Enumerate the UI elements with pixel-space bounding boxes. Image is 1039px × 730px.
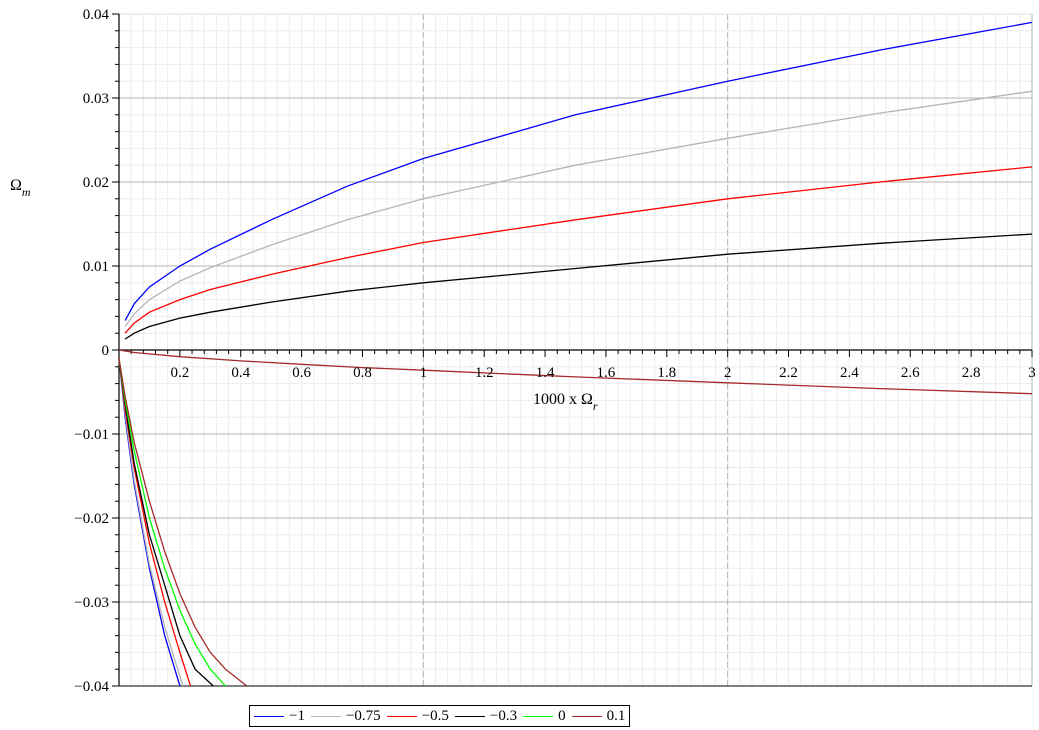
- legend-swatch: [571, 715, 602, 717]
- legend-item: 0.1: [571, 707, 626, 725]
- series-line-upper: [124, 233, 1033, 340]
- y-tick-label: 0.01: [83, 259, 109, 275]
- legend-item: −0.75: [310, 707, 381, 725]
- x-tick-label: 1: [420, 365, 428, 381]
- y-tick-label: 0.03: [83, 91, 109, 107]
- legend-label: 0.1: [606, 707, 626, 724]
- y-tick-label: 0.04: [83, 7, 110, 23]
- legend-label: −0.75: [345, 707, 381, 724]
- x-tick-label: 0.4: [231, 365, 250, 381]
- legend-item: −0.5: [386, 707, 449, 725]
- series-line-upper: [124, 90, 1033, 327]
- series-line-lower: [118, 358, 214, 687]
- x-tick-label: 2: [724, 365, 732, 381]
- legend-swatch: [454, 715, 485, 717]
- legend-label: −1: [289, 707, 305, 724]
- y-axis-label-subscript: m: [22, 185, 31, 199]
- series-line-lower: [118, 358, 226, 687]
- legend-swatch: [386, 715, 417, 717]
- x-tick-label: 1.6: [597, 365, 616, 381]
- series-line-upper: [124, 21, 1033, 321]
- legend-label: 0: [558, 707, 566, 724]
- legend-item: 0: [523, 708, 566, 725]
- legend-label: −0.3: [489, 707, 518, 724]
- x-tick-label: 1.4: [536, 365, 555, 381]
- x-tick-label: 0.2: [170, 365, 189, 381]
- y-tick-label: −0.04: [74, 679, 109, 695]
- series-line-upper: [124, 166, 1033, 334]
- legend-swatch: [523, 715, 554, 717]
- series-layer: [118, 21, 1033, 687]
- legend-swatch: [254, 715, 284, 717]
- legend-swatch: [310, 715, 341, 717]
- x-tick-label: 2.6: [901, 365, 920, 381]
- x-tick-label: 1.2: [475, 365, 494, 381]
- x-tick-label: 0.8: [353, 365, 372, 381]
- series-line-upper: [118, 349, 1033, 395]
- y-tick-label: 0.02: [83, 175, 109, 191]
- tick-labels: 0.2 0.4 0.6 0.8 1 1.2 1.4 1.6 1.8 2 2.2 2.4 2.6 2.8 3 −…: [74, 7, 1035, 695]
- x-axis-label: 1000 x Ωr: [533, 391, 598, 413]
- legend: −1 −0.75 −0.5 −0.3 0 0.1: [249, 705, 631, 727]
- legend-item: −0.3: [454, 707, 518, 725]
- x-tick-label: 2.4: [840, 365, 859, 381]
- legend-item: −1: [254, 708, 305, 725]
- y-tick-label: −0.03: [74, 595, 109, 611]
- x-axis-label-subscript: r: [593, 399, 598, 413]
- x-tick-label: 1.8: [657, 365, 676, 381]
- x-tick-label: 2.8: [962, 365, 981, 381]
- legend-label: −0.5: [421, 707, 449, 724]
- series-line-lower: [118, 358, 181, 687]
- y-tick-label: −0.01: [74, 427, 109, 443]
- y-axis-label-main: Ω: [10, 177, 22, 194]
- x-axis-label-main: 1000 x Ω: [533, 391, 593, 408]
- series-line-lower: [118, 358, 248, 687]
- y-tick-label: 0: [102, 343, 110, 359]
- x-tick-label: 2.2: [779, 365, 798, 381]
- y-axis-label: Ωm: [10, 177, 31, 199]
- plot-area: 0.2 0.4 0.6 0.8 1 1.2 1.4 1.6 1.8 2 2.2 2.4 2.6 2.8 3 −…: [10, 7, 1036, 695]
- x-tick-label: 0.6: [292, 365, 311, 381]
- y-tick-label: −0.02: [74, 511, 109, 527]
- x-tick-label: 3: [1028, 365, 1036, 381]
